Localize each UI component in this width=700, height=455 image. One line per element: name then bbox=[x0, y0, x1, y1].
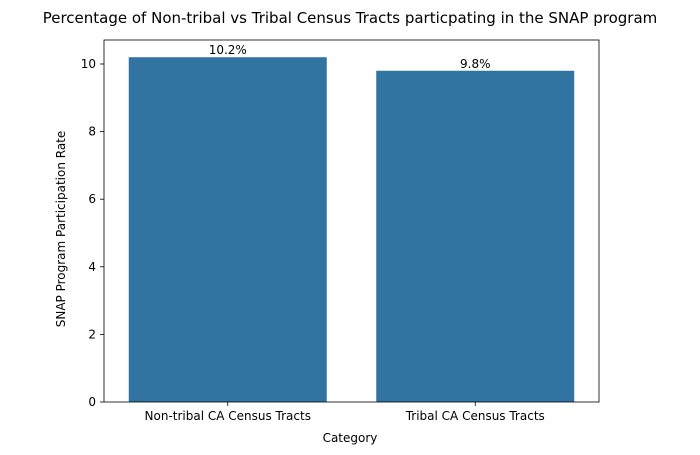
y-tick-label-10: 10 bbox=[81, 57, 96, 71]
bar-1 bbox=[128, 57, 327, 402]
x-tick-label-1: Non-tribal CA Census Tracts bbox=[145, 409, 311, 423]
y-axis-label: SNAP Program Participation Rate bbox=[54, 131, 68, 328]
x-tick-label-2: Tribal CA Census Tracts bbox=[405, 409, 545, 423]
data-label-2: 9.8% bbox=[460, 57, 491, 71]
bar-2 bbox=[376, 70, 575, 402]
plot-frame bbox=[103, 39, 600, 403]
y-tick-label-4: 4 bbox=[88, 260, 96, 274]
y-tick-label-0: 0 bbox=[88, 395, 96, 409]
y-tick-label-8: 8 bbox=[88, 125, 96, 139]
y-tick-label-6: 6 bbox=[88, 192, 96, 206]
y-tick-label-2: 2 bbox=[88, 327, 96, 341]
plot-area: 10.2% Non-tribal CA Census Tracts 9.8% Trib… bbox=[81, 39, 600, 423]
chart-title: Percentage of Non-tribal vs Tribal Censu… bbox=[43, 9, 658, 27]
data-label-1: 10.2% bbox=[209, 43, 247, 57]
x-axis-label: Category bbox=[323, 431, 378, 445]
